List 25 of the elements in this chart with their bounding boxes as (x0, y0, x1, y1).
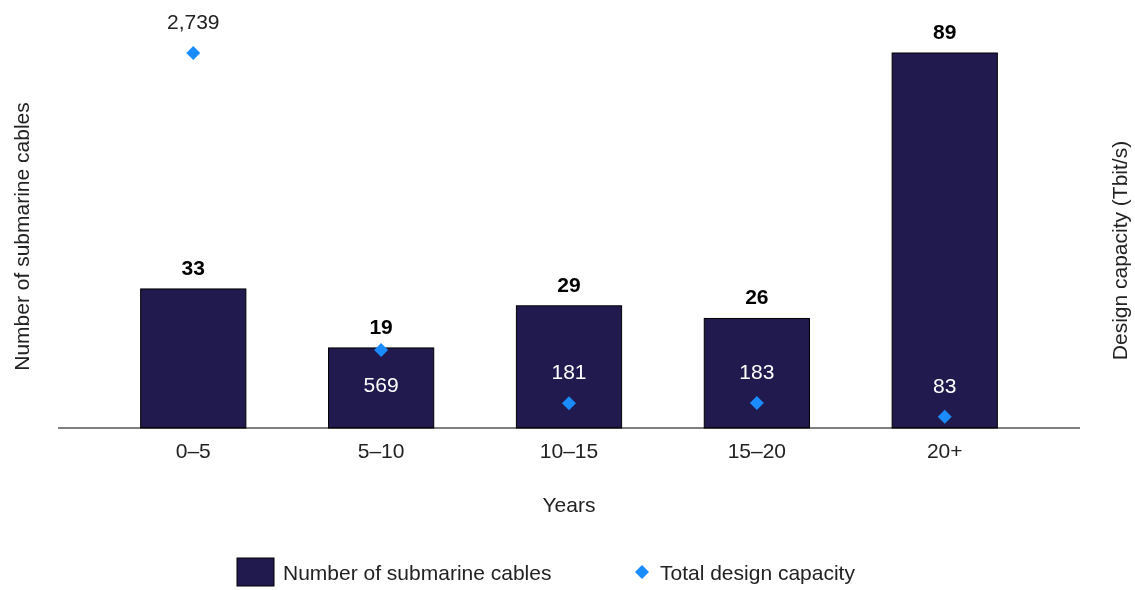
data-label: 181 (551, 360, 587, 384)
data-label: 26 (745, 285, 769, 309)
point (186, 46, 201, 60)
data-label: 29 (557, 272, 581, 296)
point (374, 343, 389, 358)
y2-axis-title: Design capacity (Tbit/s) (1108, 140, 1131, 361)
data-label: 183 (739, 359, 775, 383)
x-axis-title: Years (542, 493, 596, 516)
data-label: 19 (369, 314, 393, 338)
data-label: 83 (933, 373, 957, 397)
x-tick-label: 20+ (926, 439, 963, 462)
y-axis-title: Number of submarine cables (10, 102, 33, 371)
x-tick-label: 0–5 (175, 439, 211, 462)
data-label: 89 (933, 20, 957, 43)
x-tick-label: 10–15 (539, 439, 599, 462)
point (749, 395, 764, 410)
data-label: 2,739 (166, 10, 220, 33)
data-label: 33 (181, 255, 205, 279)
point (937, 409, 952, 424)
legend-label: Number of submarine cables (283, 561, 552, 584)
x-tick-label: 5–10 (357, 439, 405, 462)
x-tick-label: 15–20 (727, 439, 787, 462)
legend-label: Total design capacity (660, 561, 856, 584)
point (562, 396, 576, 411)
data-label: 569 (363, 373, 399, 397)
